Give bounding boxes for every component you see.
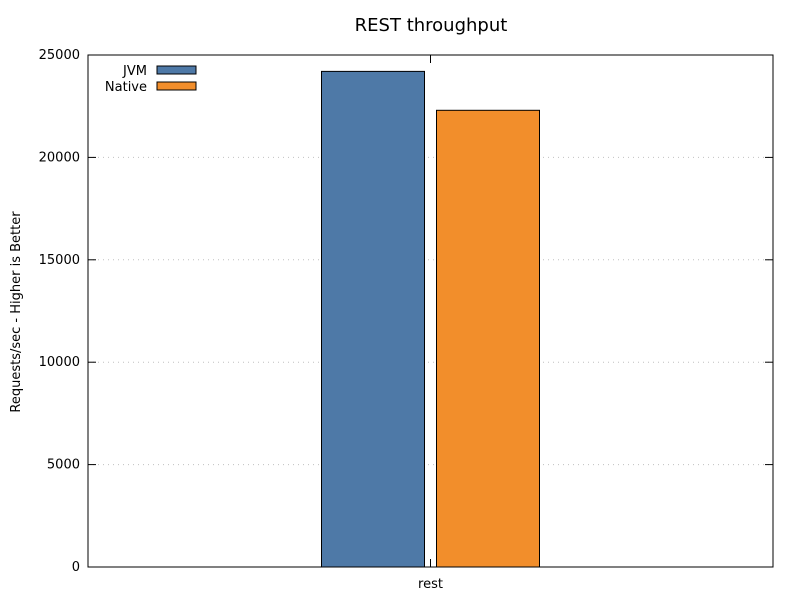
y-tick-label: 0 <box>72 560 80 575</box>
chart-title: REST throughput <box>355 15 508 36</box>
x-tick-label: rest <box>418 577 443 592</box>
y-tick-label: 10000 <box>39 355 80 370</box>
bar-native <box>436 109 540 568</box>
bars <box>321 70 540 568</box>
y-axis-label: Requests/sec - Higher is Better <box>9 211 24 413</box>
legend-label-jvm: JVM <box>122 64 147 79</box>
y-axis-ticks: 0 5000 10000 15000 20000 25000 <box>39 48 773 575</box>
legend-swatch-jvm <box>156 65 197 75</box>
bar-jvm <box>321 70 425 568</box>
y-tick-label: 15000 <box>39 253 80 268</box>
y-tick-label: 5000 <box>47 458 80 473</box>
x-axis-ticks: rest <box>418 55 443 592</box>
gridlines <box>88 156 773 466</box>
y-tick-label: 20000 <box>39 150 80 165</box>
plot-border <box>87 54 774 568</box>
legend-swatch-native <box>156 81 197 91</box>
legend-label-native: Native <box>105 80 147 95</box>
y-tick-label: 25000 <box>39 48 80 63</box>
